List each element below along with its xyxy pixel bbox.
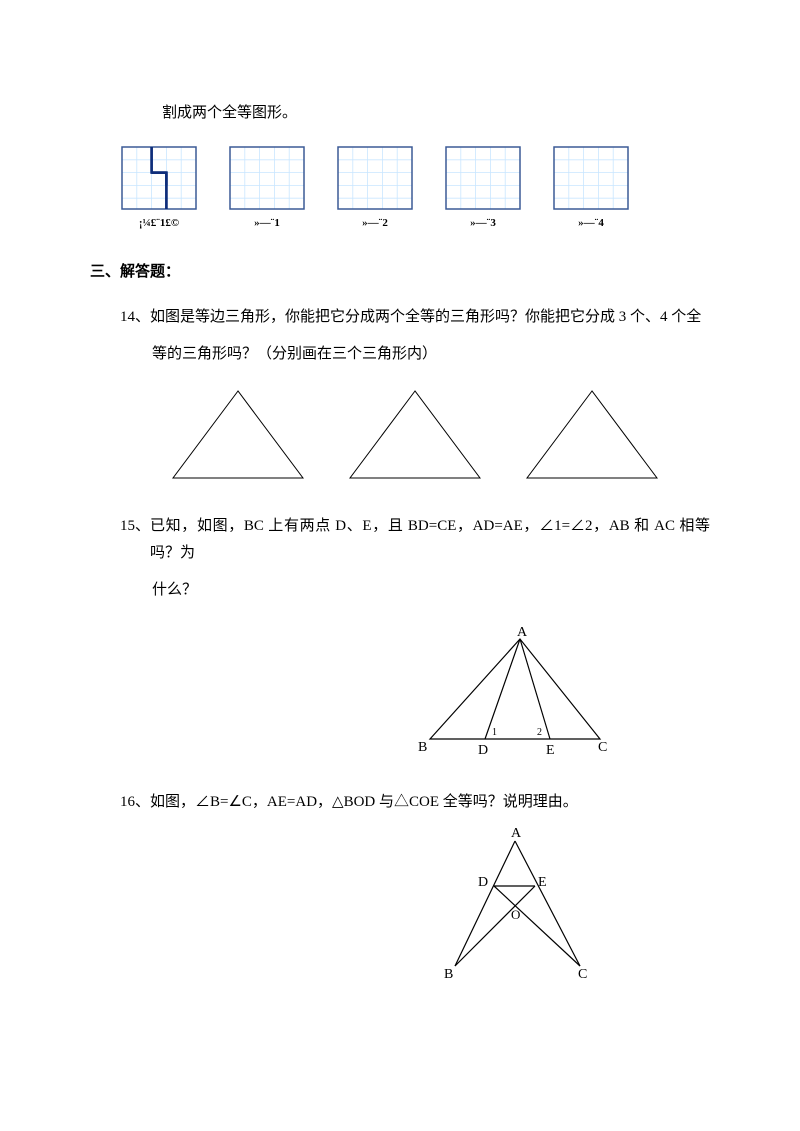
grid-item-1: »—¨1 bbox=[228, 145, 306, 234]
grid-svg-0 bbox=[120, 145, 198, 211]
q16-num: 16、 bbox=[120, 789, 150, 816]
grid-item-2: »—¨2 bbox=[336, 145, 414, 234]
q14: 14、 如图是等边三角形，你能把它分成两个全等的三角形吗？你能把它分成 3 个、… bbox=[120, 304, 710, 331]
q15-text2-wrap: 什么？ bbox=[152, 577, 710, 604]
label-A: A bbox=[517, 625, 528, 640]
label-B: B bbox=[418, 740, 427, 755]
grid-label-1: »—¨1 bbox=[254, 214, 280, 234]
figure-q15: A B C D E 1 2 bbox=[320, 624, 710, 764]
triangle-row bbox=[150, 383, 680, 488]
q14-num: 14、 bbox=[120, 304, 150, 331]
grid-svg-3 bbox=[444, 145, 522, 211]
grid-item-0: ¡¼£¨1£© bbox=[120, 145, 198, 234]
q15-text1: 已知，如图，BC 上有两点 D、E，且 BD=CE，AD=AE，∠1=∠2，AB… bbox=[150, 513, 710, 567]
label-angle2: 2 bbox=[537, 727, 542, 738]
triangle-3 bbox=[512, 383, 672, 488]
grid-label-3: »—¨3 bbox=[470, 214, 496, 234]
label-C: C bbox=[598, 740, 607, 755]
label-E: E bbox=[546, 743, 555, 758]
label-O: O bbox=[511, 907, 520, 922]
grid-label-0: ¡¼£¨1£© bbox=[139, 214, 179, 234]
q13-text: 割成两个全等图形。 bbox=[162, 100, 710, 127]
q14-text2: 等的三角形吗？（分别画在三个三角形内） bbox=[152, 346, 437, 362]
label-C2: C bbox=[578, 967, 587, 982]
grid-svg-2 bbox=[336, 145, 414, 211]
q15-text2: 什么？ bbox=[152, 582, 197, 598]
label-B2: B bbox=[444, 967, 453, 982]
q14-text1: 如图是等边三角形，你能把它分成两个全等的三角形吗？你能把它分成 3 个、4 个全 bbox=[150, 304, 701, 331]
grid-row: ¡¼£¨1£© »—¨1 »—¨2 »—¨3 bbox=[120, 145, 710, 234]
figure-q16: A B C D E O bbox=[320, 826, 710, 986]
q15-svg: A B C D E 1 2 bbox=[410, 624, 620, 764]
section3-header-text: 三、解答题： bbox=[90, 264, 180, 280]
section3-header: 三、解答题： bbox=[90, 259, 710, 286]
label-D: D bbox=[478, 743, 488, 758]
grid-svg-1 bbox=[228, 145, 306, 211]
triangle-2 bbox=[335, 383, 495, 488]
grid-item-3: »—¨3 bbox=[444, 145, 522, 234]
q15: 15、 已知，如图，BC 上有两点 D、E，且 BD=CE，AD=AE，∠1=∠… bbox=[120, 513, 710, 567]
q15-num: 15、 bbox=[120, 513, 150, 567]
label-A2: A bbox=[511, 826, 522, 841]
grid-label-2: »—¨2 bbox=[362, 214, 388, 234]
triangle-1 bbox=[158, 383, 318, 488]
q16: 16、 如图，∠B=∠C，AE=AD，△BOD 与△COE 全等吗？说明理由。 bbox=[120, 789, 710, 816]
grid-label-4: »—¨4 bbox=[578, 214, 604, 234]
grid-svg-4 bbox=[552, 145, 630, 211]
q13-text-content: 割成两个全等图形。 bbox=[162, 105, 297, 121]
q16-svg: A B C D E O bbox=[420, 826, 610, 986]
q16-text1: 如图，∠B=∠C，AE=AD，△BOD 与△COE 全等吗？说明理由。 bbox=[150, 789, 578, 816]
label-angle1: 1 bbox=[492, 727, 497, 738]
q14-text2-wrap: 等的三角形吗？（分别画在三个三角形内） bbox=[152, 341, 710, 368]
label-D2: D bbox=[478, 875, 488, 890]
grid-item-4: »—¨4 bbox=[552, 145, 630, 234]
label-E2: E bbox=[538, 875, 547, 890]
